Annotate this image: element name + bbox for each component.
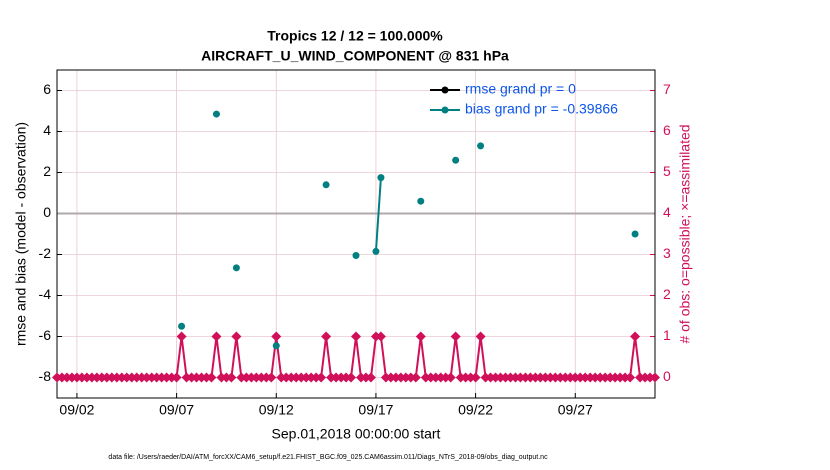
- point: [417, 197, 425, 205]
- y-tick-label: -2: [39, 245, 52, 261]
- count-marker: [410, 372, 421, 383]
- legend-label: rmse grand pr = 0: [465, 81, 576, 97]
- count-marker: [625, 372, 636, 383]
- x-tick-label: 09/22: [458, 402, 493, 418]
- count-marker: [630, 331, 641, 342]
- count-marker: [445, 372, 456, 383]
- count-marker: [450, 331, 461, 342]
- count-marker: [316, 372, 327, 383]
- count-marker: [365, 372, 376, 383]
- count-marker: [415, 331, 426, 342]
- y-tick-label: -4: [39, 286, 52, 302]
- y2-tick-label: 1: [663, 327, 671, 343]
- legend-marker: [441, 106, 449, 114]
- x-tick-label: 09/17: [358, 402, 393, 418]
- point: [212, 110, 220, 118]
- x-tick-label: 09/12: [259, 402, 294, 418]
- count-marker: [266, 372, 277, 383]
- y-tick-label: 2: [43, 163, 51, 179]
- x-tick-label: 09/27: [558, 402, 593, 418]
- y2-tick-label: 3: [663, 245, 671, 261]
- y-tick-label: 6: [43, 81, 51, 97]
- point: [322, 181, 330, 189]
- count-marker: [351, 331, 361, 342]
- y2-tick-label: 2: [663, 286, 671, 302]
- point: [372, 247, 380, 255]
- point: [477, 142, 485, 150]
- x-tick-label: 09/02: [59, 402, 94, 418]
- chart-title: Tropics 12 / 12 = 100.000%: [267, 28, 443, 44]
- y-tick-label: -8: [39, 368, 52, 384]
- y-tick-label: 4: [43, 122, 51, 138]
- point: [631, 230, 639, 238]
- count-marker: [206, 372, 217, 383]
- plot-frame: [56, 69, 656, 399]
- count-marker: [211, 331, 222, 342]
- count-marker: [176, 331, 187, 342]
- y2-axis-label: # of obs: o=possible; ×=assimilated: [677, 124, 693, 343]
- point: [272, 342, 280, 350]
- plot-area: [57, 70, 655, 398]
- y-tick-label: -6: [39, 327, 52, 343]
- point: [232, 264, 240, 272]
- y2-tick-label: 5: [663, 163, 671, 179]
- point: [352, 252, 360, 260]
- count-marker: [271, 331, 282, 342]
- footnote: data file: /Users/raeder/DAI/ATM_forcXX/…: [108, 454, 548, 461]
- y2-tick-label: 7: [663, 81, 671, 97]
- point: [377, 174, 385, 182]
- legend-marker: [441, 86, 449, 94]
- y-axis-label: rmse and bias (model - observation): [13, 122, 29, 346]
- y2-tick-label: 4: [663, 204, 671, 220]
- count-marker: [475, 331, 486, 342]
- count-marker: [171, 372, 182, 383]
- point: [452, 156, 460, 164]
- count-marker: [321, 331, 332, 342]
- count-marker: [226, 372, 237, 383]
- y2-tick-label: 0: [663, 368, 671, 384]
- count-marker: [470, 372, 481, 383]
- count-marker: [375, 331, 386, 342]
- y2-tick-label: 6: [663, 122, 671, 138]
- count-marker: [231, 331, 242, 342]
- y-tick-label: 0: [43, 204, 51, 220]
- x-tick-label: 09/07: [159, 402, 194, 418]
- x-axis-label: Sep.01,2018 00:00:00 start: [272, 426, 441, 442]
- chart-subtitle: AIRCRAFT_U_WIND_COMPONENT @ 831 hPa: [201, 48, 509, 64]
- legend-label: bias grand pr = -0.39866: [465, 101, 618, 117]
- count-marker: [346, 372, 357, 383]
- count-marker: [650, 372, 660, 383]
- point: [178, 322, 186, 330]
